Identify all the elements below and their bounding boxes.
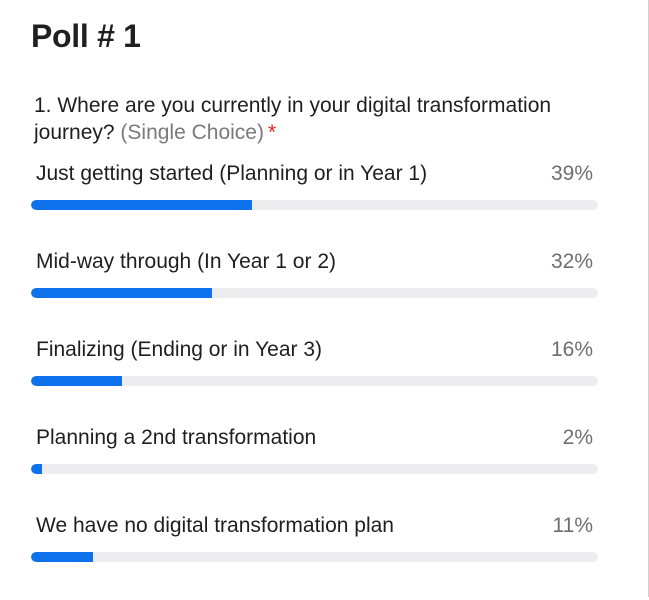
option-label: We have no digital transformation plan	[36, 514, 394, 537]
poll-option: Planning a 2nd transformation 2%	[31, 424, 599, 512]
result-bar-track	[31, 464, 598, 474]
poll-option: We have no digital transformation plan 1…	[31, 512, 599, 600]
option-percent: 39%	[550, 162, 593, 185]
result-bar-fill	[31, 288, 213, 298]
result-bar-fill	[31, 464, 43, 474]
result-bar-fill	[31, 200, 253, 210]
option-percent: 2%	[562, 426, 593, 449]
poll-option: Just getting started (Planning or in Yea…	[31, 160, 599, 248]
poll-question: 1. Where are you currently in your digit…	[34, 92, 599, 146]
option-label: Planning a 2nd transformation	[36, 426, 317, 449]
result-bar-fill	[31, 552, 94, 562]
poll-title: Poll # 1	[31, 18, 141, 54]
option-percent: 16%	[550, 338, 593, 361]
option-label: Finalizing (Ending or in Year 3)	[36, 338, 323, 361]
poll-option: Finalizing (Ending or in Year 3) 16%	[31, 336, 599, 424]
option-percent: 11%	[552, 514, 593, 537]
option-percent: 32%	[550, 250, 593, 273]
poll-option: Mid-way through (In Year 1 or 2) 32%	[31, 248, 599, 336]
option-label: Just getting started (Planning or in Yea…	[36, 162, 428, 185]
result-bar-track	[31, 376, 598, 386]
question-text: 1. Where are you currently in your digit…	[34, 94, 552, 144]
required-mark: *	[267, 121, 277, 144]
result-bar-track	[31, 288, 598, 298]
option-label: Mid-way through (In Year 1 or 2)	[36, 250, 336, 273]
question-type: (Single Choice)	[120, 121, 264, 144]
poll-options: Just getting started (Planning or in Yea…	[31, 160, 599, 600]
result-bar-fill	[31, 376, 122, 386]
poll-panel: Poll # 1 1. Where are you currently in y…	[31, 14, 599, 600]
result-bar-track	[31, 552, 598, 562]
result-bar-track	[31, 200, 598, 210]
